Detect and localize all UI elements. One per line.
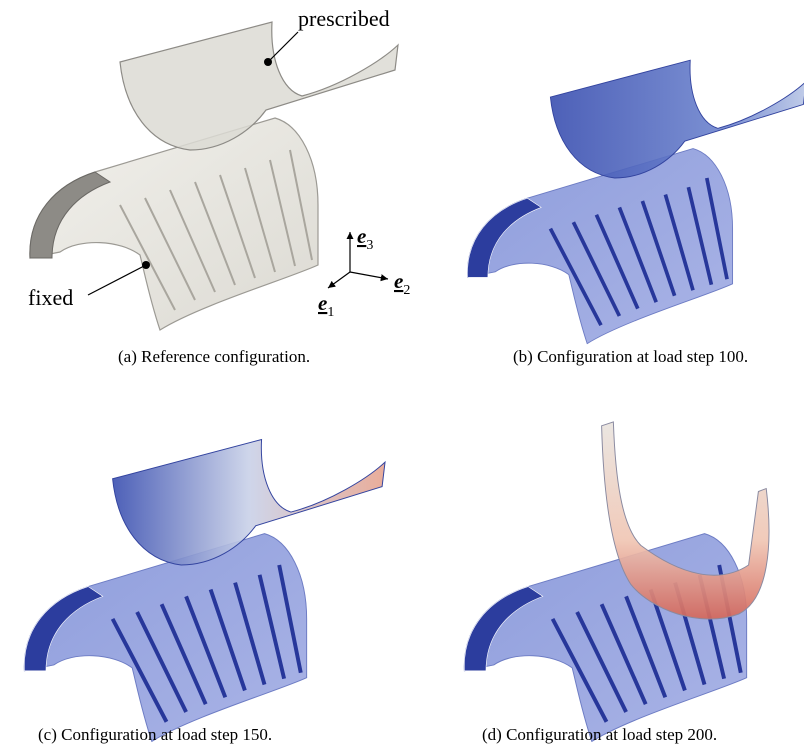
- fixed-shell: [468, 149, 733, 344]
- leader-dot: [264, 58, 272, 66]
- leader-line: [88, 265, 146, 295]
- fixed-shell: [464, 534, 746, 742]
- axis-label: e3: [357, 224, 373, 253]
- annotation: prescribed: [298, 6, 390, 31]
- caption: (d) Configuration at load step 200.: [482, 725, 717, 744]
- panel-b: [468, 60, 804, 343]
- axis-label: e2: [394, 269, 410, 298]
- text: e: [357, 224, 366, 248]
- figure: prescribed fixed e3 e2 e1 (a) Reference …: [0, 0, 804, 748]
- page: {"figures": [ {"caption": "(a) Reference…: [0, 0, 804, 748]
- text: 3: [366, 238, 373, 253]
- text: 2: [403, 283, 410, 298]
- axis-triad: e3 e2 e1: [318, 224, 410, 320]
- fixed-shell: [24, 534, 306, 742]
- caption: (b) Configuration at load step 100.: [513, 347, 748, 366]
- panel-d: [464, 422, 769, 741]
- annotation: fixed: [28, 285, 73, 310]
- caption: (a) Reference configuration.: [118, 347, 310, 366]
- panel-c: [24, 440, 385, 742]
- leader-dot: [142, 261, 150, 269]
- text: e: [318, 291, 327, 315]
- axis-arrow: [328, 272, 350, 288]
- text: e: [394, 269, 403, 293]
- panel-a: prescribed fixed e3 e2 e1 (a) Reference …: [28, 6, 410, 366]
- axis-label: e1: [318, 291, 334, 320]
- text: 1: [327, 305, 334, 320]
- axis-arrow: [350, 272, 388, 279]
- caption: (c) Configuration at load step 150.: [38, 725, 272, 744]
